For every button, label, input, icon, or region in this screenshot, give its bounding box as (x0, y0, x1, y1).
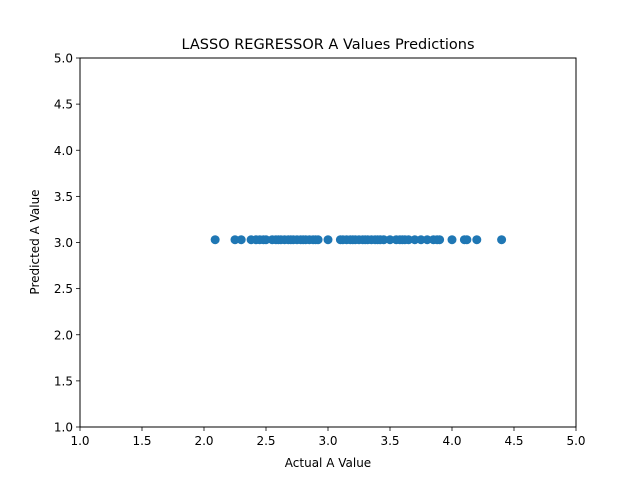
data-point (422, 235, 432, 245)
x-tick-label: 4.0 (442, 434, 461, 448)
data-point (497, 235, 507, 245)
y-tick-label: 2.0 (54, 328, 73, 342)
x-tick-label: 4.5 (504, 434, 523, 448)
plot-area (79, 57, 577, 428)
y-tick-label: 4.0 (54, 144, 73, 158)
data-point (210, 235, 220, 245)
data-point (385, 235, 395, 245)
data-point (435, 235, 445, 245)
data-point (416, 235, 426, 245)
x-tick-label: 1.0 (70, 434, 89, 448)
y-tick-label: 3.5 (54, 190, 73, 204)
y-tick-label: 1.5 (54, 374, 73, 388)
x-tick-label: 5.0 (566, 434, 585, 448)
data-points (210, 235, 507, 245)
y-axis-label: Predicted A Value (28, 189, 42, 294)
data-point (462, 235, 472, 245)
x-tick-label: 2.0 (194, 434, 213, 448)
x-tick-label: 3.5 (380, 434, 399, 448)
data-point (379, 235, 389, 245)
x-axis-label: Actual A Value (285, 456, 371, 470)
x-tick-label: 3.0 (318, 434, 337, 448)
x-tick-label: 1.5 (132, 434, 151, 448)
y-tick-label: 2.5 (54, 282, 73, 296)
data-point (410, 235, 420, 245)
x-axis-ticks: 1.0 1.5 2.0 2.5 3.0 3.5 4.0 4.5 5.0 (70, 427, 586, 448)
data-point (323, 235, 333, 245)
y-tick-label: 1.0 (54, 421, 73, 435)
data-point (261, 235, 271, 245)
y-axis-ticks: 1.0 1.5 2.0 2.5 3.0 3.5 4.0 4.5 5.0 (54, 52, 80, 435)
y-tick-label: 4.5 (54, 98, 73, 112)
chart-title: LASSO REGRESSOR A Values Predictions (181, 37, 474, 53)
y-tick-label: 5.0 (54, 52, 73, 66)
data-point (236, 235, 246, 245)
data-point (404, 235, 414, 245)
data-point (313, 235, 323, 245)
data-point (472, 235, 482, 245)
y-tick-label: 3.0 (54, 236, 73, 250)
data-point (447, 235, 457, 245)
x-tick-label: 2.5 (256, 434, 275, 448)
data-point (230, 235, 240, 245)
